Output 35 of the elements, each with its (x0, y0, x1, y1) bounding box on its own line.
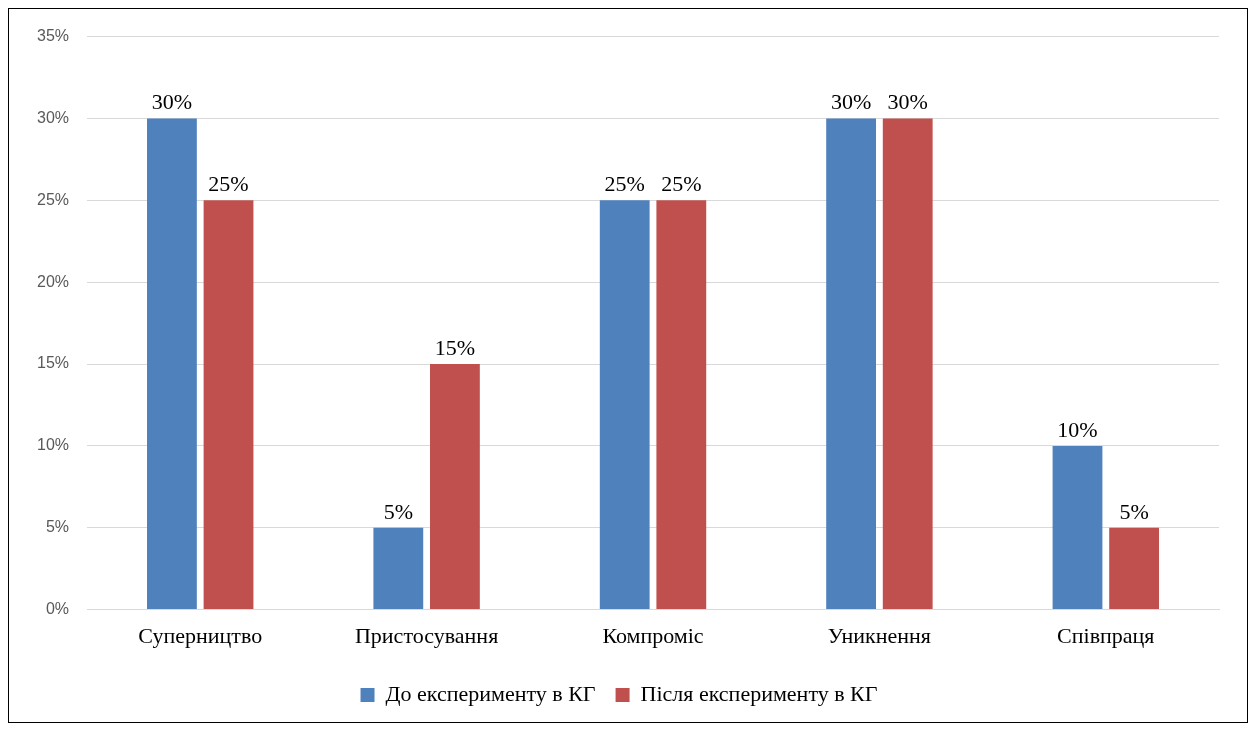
bar (1109, 527, 1160, 610)
y-tick-label: 15% (36, 354, 70, 372)
data-label: 15% (434, 334, 476, 360)
x-tick-label: Співпраця (1057, 622, 1155, 648)
y-tick-label: 5% (45, 518, 70, 536)
data-label: 30% (887, 89, 928, 115)
bar (147, 118, 197, 610)
data-label: 10% (1057, 416, 1098, 442)
data-label: 25% (604, 171, 645, 197)
data-label: 25% (208, 171, 249, 197)
data-label: 30% (151, 89, 193, 115)
y-tick-label: 10% (36, 436, 70, 454)
y-tick-label: 30% (36, 108, 70, 126)
bar (203, 200, 254, 610)
y-tick-label: 35% (36, 27, 70, 45)
x-tick-label: Пристосування (354, 622, 499, 648)
bar (373, 527, 424, 610)
bar (656, 200, 707, 610)
y-tick-label: 25% (36, 190, 70, 208)
data-label: 30% (830, 89, 872, 115)
bar (599, 200, 650, 610)
bar (882, 118, 933, 610)
data-label: 5% (1119, 498, 1149, 524)
y-tick-label: 20% (36, 272, 70, 290)
data-label: 5% (383, 498, 413, 524)
legend-label: До експерименту в КГ (385, 680, 596, 706)
bar (826, 118, 877, 610)
x-tick-label: Суперництво (138, 622, 263, 648)
y-tick-label: 0% (45, 600, 70, 618)
x-tick-label: Компроміс (602, 622, 704, 648)
bar (430, 364, 480, 610)
bar (1052, 445, 1103, 610)
legend-label: Після експерименту в КГ (640, 680, 878, 706)
x-tick-label: Уникнення (827, 622, 931, 648)
data-label: 25% (661, 171, 702, 197)
